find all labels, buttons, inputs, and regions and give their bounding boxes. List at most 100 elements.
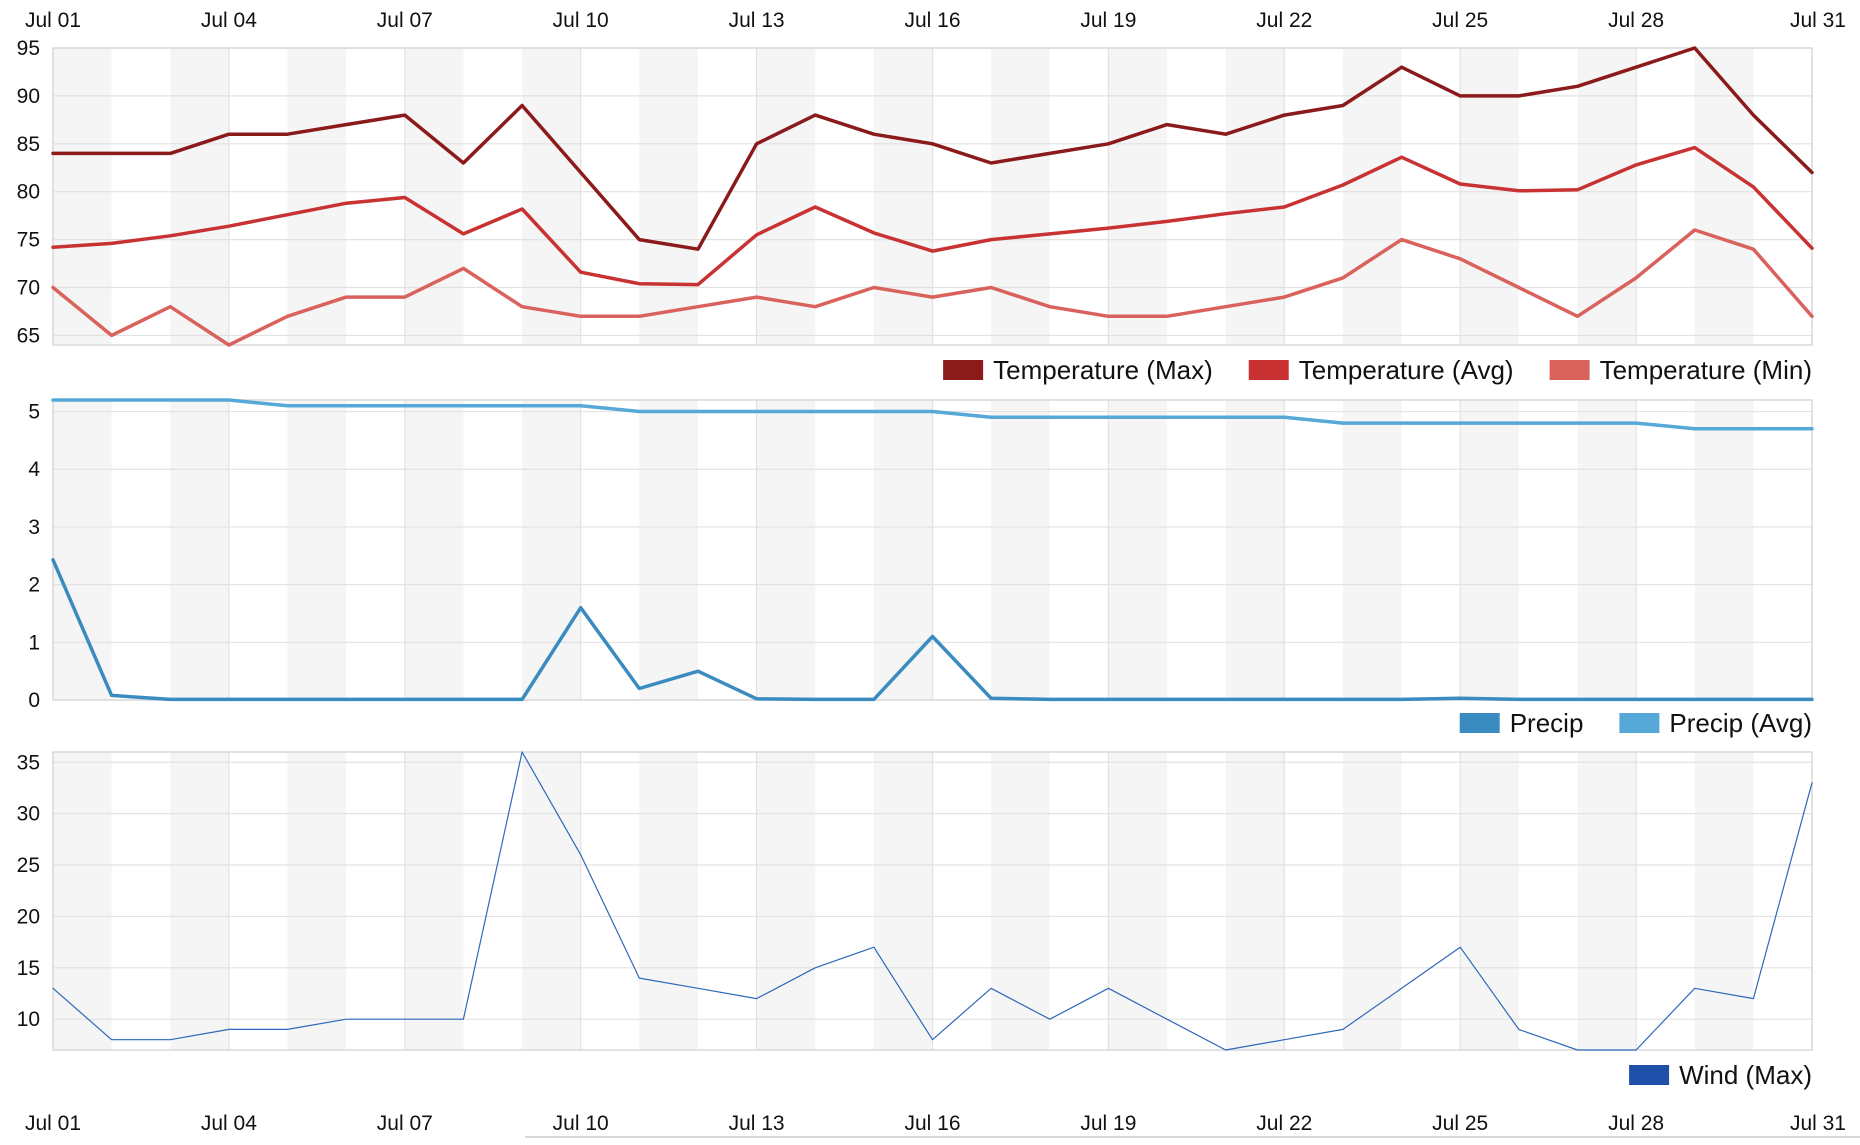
series-line-1-1 bbox=[51, 46, 1814, 251]
y-tick-label: 5 bbox=[28, 401, 40, 424]
background-band bbox=[1694, 48, 1754, 345]
background-band bbox=[404, 752, 464, 1050]
background-band bbox=[1577, 400, 1637, 700]
background-band bbox=[1108, 400, 1168, 700]
background-band bbox=[1577, 752, 1637, 1050]
background-band bbox=[873, 400, 933, 700]
background-band bbox=[991, 48, 1050, 345]
background-band bbox=[1225, 48, 1285, 345]
y-tick-label: 3 bbox=[28, 516, 40, 539]
legend-swatch bbox=[1459, 713, 1500, 733]
plot-frame bbox=[52, 399, 1813, 701]
background-band bbox=[1225, 400, 1285, 700]
x-tick-label: Jul 07 bbox=[377, 1112, 433, 1135]
background-band bbox=[756, 752, 816, 1050]
background-band bbox=[1694, 400, 1754, 700]
background-band bbox=[873, 752, 933, 1050]
legend-swatch bbox=[1619, 713, 1660, 733]
background-band bbox=[1694, 752, 1754, 1050]
background-band bbox=[170, 400, 229, 700]
background-band bbox=[404, 48, 464, 345]
y-tick-label: 20 bbox=[17, 905, 40, 928]
series-line-1-3 bbox=[51, 228, 1814, 347]
background-band bbox=[639, 48, 698, 345]
x-tick-label: Jul 28 bbox=[1608, 9, 1664, 32]
chart-panel-3: 10 15 20 25 30 35 Wind (Max) bbox=[17, 751, 1813, 1090]
series-line-2-2 bbox=[51, 398, 1814, 431]
series-line-3-1 bbox=[52, 751, 1813, 1051]
top-date-axis: Jul 01 Jul 04 Jul 07 Jul 10 Jul 13 Jul 16 Jul … bbox=[25, 9, 1846, 32]
background-band bbox=[756, 400, 816, 700]
x-tick-label: Jul 28 bbox=[1608, 1112, 1664, 1135]
chart-panel-2: 0 1 2 3 4 5 Precip (Avg) Precip bbox=[28, 398, 1814, 738]
x-tick-label: Jul 04 bbox=[201, 9, 257, 32]
y-tick-label: 70 bbox=[17, 277, 40, 300]
legend-label: Temperature (Max) bbox=[993, 355, 1213, 385]
y-tick-label: 1 bbox=[28, 631, 40, 654]
y-tick-label: 30 bbox=[17, 803, 40, 826]
x-tick-label: Jul 10 bbox=[553, 1112, 609, 1135]
x-tick-label: Jul 19 bbox=[1080, 1112, 1136, 1135]
plot-frame bbox=[52, 751, 1813, 1051]
background-band bbox=[170, 48, 229, 345]
background-band bbox=[1342, 48, 1402, 345]
x-tick-label: Jul 01 bbox=[25, 9, 81, 32]
background-band bbox=[1108, 752, 1168, 1050]
y-tick-label: 65 bbox=[17, 324, 40, 347]
y-tick-label: 2 bbox=[28, 574, 40, 597]
background-band bbox=[53, 48, 112, 345]
background-band bbox=[639, 400, 698, 700]
background-band bbox=[1460, 752, 1519, 1050]
legend: Wind (Max) bbox=[1629, 1060, 1812, 1090]
x-tick-label: Jul 31 bbox=[1790, 9, 1846, 32]
x-tick-label: Jul 16 bbox=[904, 1112, 960, 1135]
y-tick-label: 25 bbox=[17, 854, 40, 877]
plot-frame bbox=[52, 47, 1813, 346]
background-band bbox=[639, 752, 698, 1050]
x-tick-label: Jul 22 bbox=[1256, 1112, 1312, 1135]
legend: Precip (Avg) Precip bbox=[1459, 708, 1812, 738]
x-tick-label: Jul 13 bbox=[729, 9, 785, 32]
background-band bbox=[522, 400, 581, 700]
x-tick-label: Jul 31 bbox=[1790, 1112, 1846, 1135]
y-tick-label: 4 bbox=[28, 458, 40, 481]
legend-label: Wind (Max) bbox=[1679, 1060, 1812, 1090]
y-tick-label: 95 bbox=[17, 37, 40, 60]
legend-label: Temperature (Avg) bbox=[1299, 355, 1514, 385]
x-tick-label: Jul 07 bbox=[377, 9, 433, 32]
background-band bbox=[53, 400, 112, 700]
x-tick-label: Jul 25 bbox=[1432, 9, 1488, 32]
y-tick-label: 80 bbox=[17, 181, 40, 204]
background-band bbox=[287, 752, 347, 1050]
x-tick-label: Jul 16 bbox=[904, 9, 960, 32]
y-tick-label: 75 bbox=[17, 229, 40, 252]
x-tick-label: Jul 01 bbox=[25, 1112, 81, 1135]
background-band bbox=[287, 48, 347, 345]
legend-label: Precip bbox=[1510, 708, 1584, 738]
background-band bbox=[873, 48, 933, 345]
series-line-1-2 bbox=[51, 145, 1814, 287]
background-band bbox=[1108, 48, 1168, 345]
y-tick-label: 85 bbox=[17, 133, 40, 156]
background-band bbox=[1342, 400, 1402, 700]
legend-label: Precip (Avg) bbox=[1669, 708, 1812, 738]
legend-swatch bbox=[943, 360, 984, 380]
legend: Temperature (Min) Temperature (Avg) Temper… bbox=[943, 355, 1812, 385]
x-tick-label: Jul 25 bbox=[1432, 1112, 1488, 1135]
background-band bbox=[404, 400, 464, 700]
background-band bbox=[1225, 752, 1285, 1050]
background-band bbox=[1342, 752, 1402, 1050]
background-band bbox=[756, 48, 816, 345]
series-line-2-1 bbox=[51, 558, 1814, 702]
x-tick-label: Jul 10 bbox=[553, 9, 609, 32]
y-tick-label: 10 bbox=[17, 1008, 40, 1031]
y-tick-label: 0 bbox=[28, 689, 40, 712]
x-tick-label: Jul 22 bbox=[1256, 9, 1312, 32]
legend-swatch bbox=[1248, 360, 1289, 380]
x-tick-label: Jul 04 bbox=[201, 1112, 257, 1135]
legend-label: Temperature (Min) bbox=[1600, 355, 1812, 385]
legend-swatch bbox=[1629, 1065, 1670, 1085]
